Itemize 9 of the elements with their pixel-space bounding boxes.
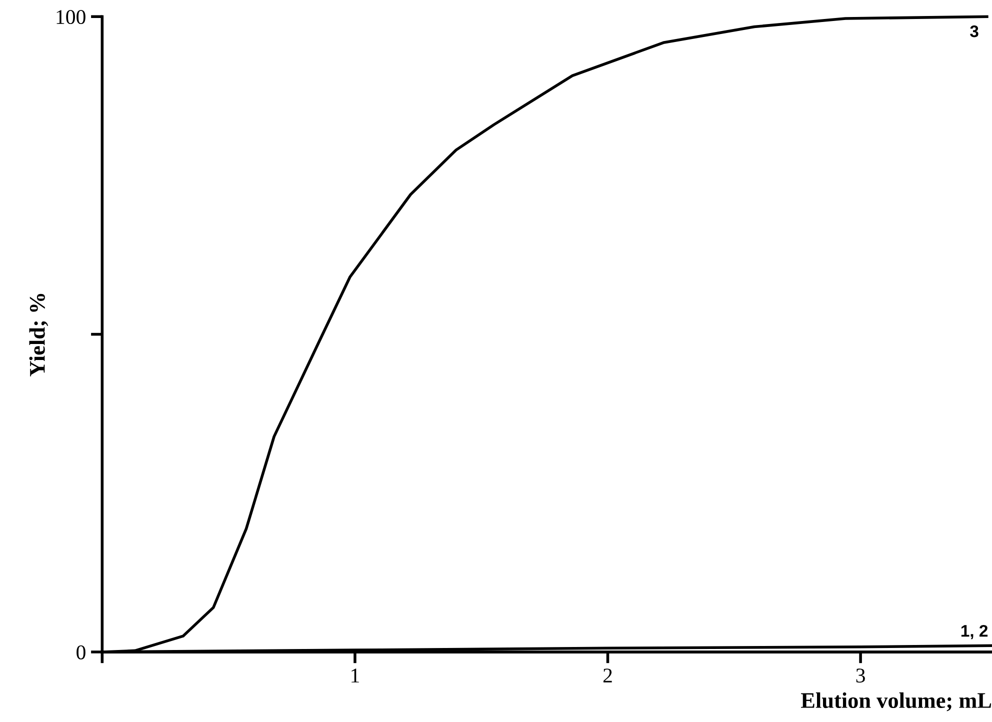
x-tick-label: 1 (352, 668, 359, 682)
y-axis-title: Yield; % (29, 294, 48, 376)
y-tick-label: 100 (56, 10, 86, 24)
y-tick-label: 0 (76, 645, 86, 660)
x-axis-title: Elution volume; mL (801, 692, 992, 712)
x-tick-label: 2 (603, 668, 612, 682)
x-tick-label: 3 (856, 668, 865, 683)
annotation: 1, 2 (961, 624, 988, 640)
annotation: 3 (970, 25, 978, 38)
